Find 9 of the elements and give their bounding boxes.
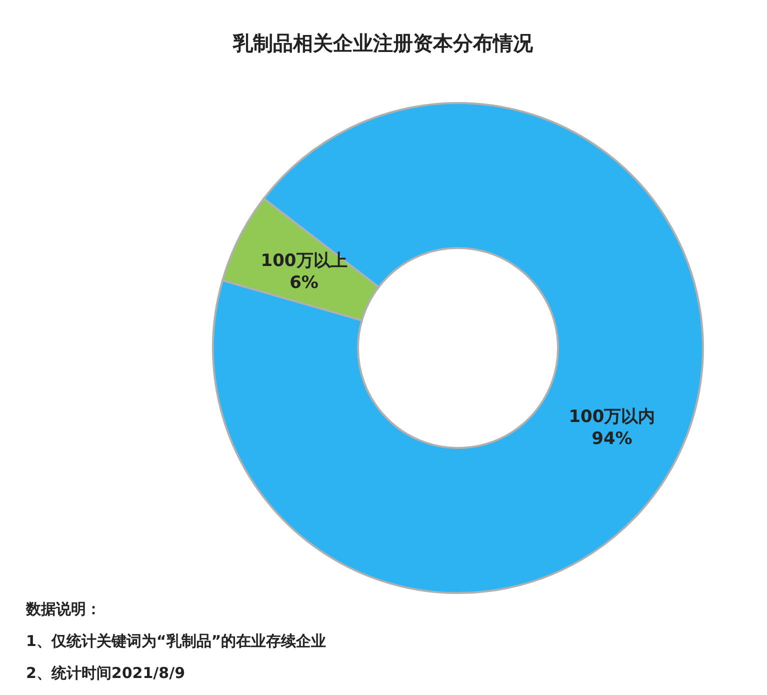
- text: 数据说明：: [26, 599, 102, 620]
- text: 1、仅统计关键词为“乳制品”的在业存续企业: [26, 631, 326, 652]
- data-label: 6%: [290, 273, 318, 294]
- slice-label: 100万以内: [568, 406, 656, 427]
- slice-label: 100万以上: [260, 251, 348, 272]
- chart-title: 乳制品相关企业注册资本分布情况: [232, 30, 534, 57]
- data-label: 94%: [592, 428, 632, 449]
- text: 2、统计时间2021/8/9: [26, 663, 186, 684]
- donut-slice: [212, 102, 704, 594]
